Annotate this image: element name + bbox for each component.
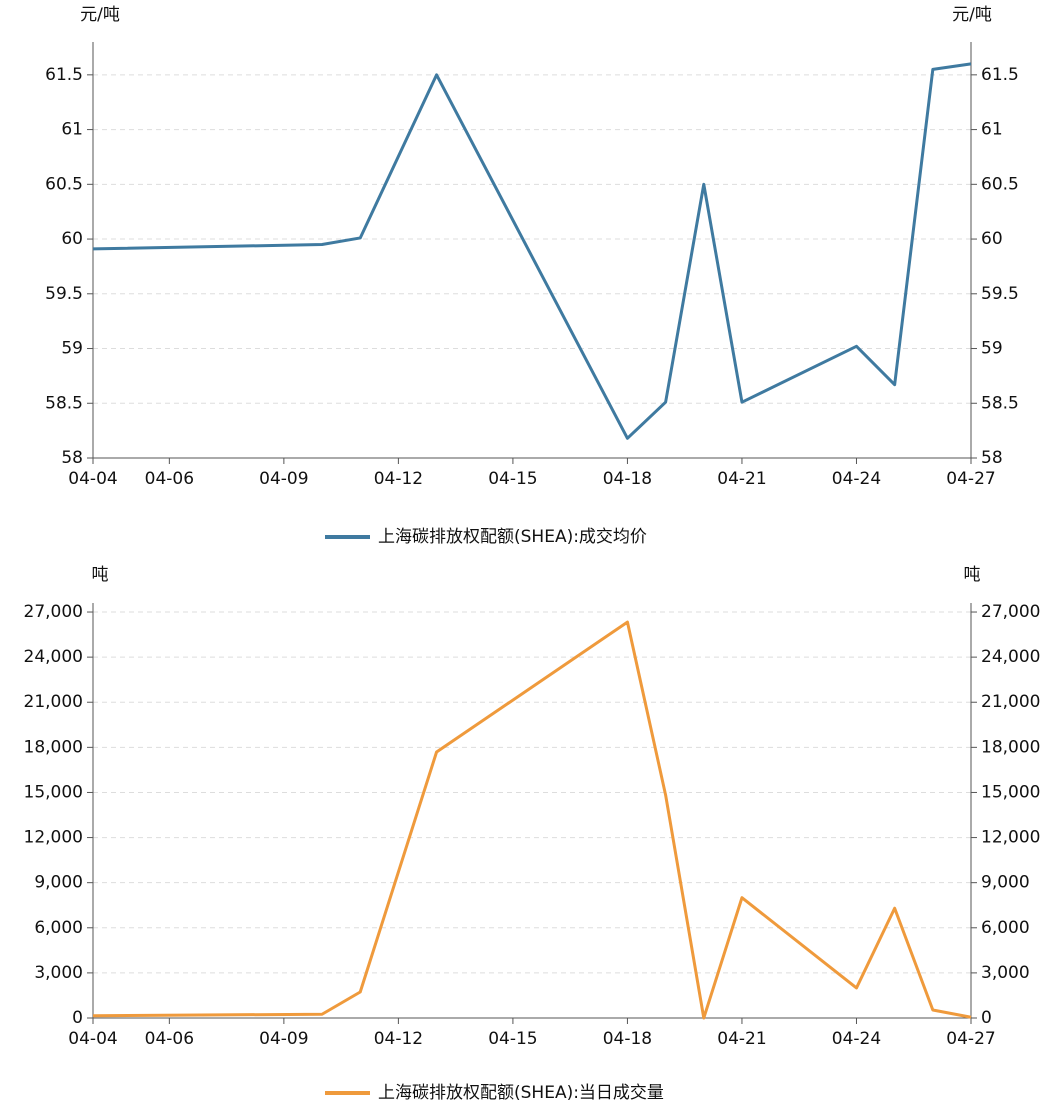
y-tick-label: 3,000: [34, 963, 83, 983]
x-tick-label: 04-12: [374, 1029, 423, 1049]
y-tick-label: 60: [61, 229, 83, 249]
y-tick-label: 27,000: [24, 602, 83, 622]
y2-tick-label: 59.5: [981, 284, 1019, 304]
y-tick-label: 60.5: [45, 174, 83, 194]
y-tick-label: 61.5: [45, 65, 83, 85]
y-tick-label: 15,000: [24, 782, 83, 802]
x-tick-label: 04-21: [717, 469, 766, 489]
x-tick-label: 04-04: [68, 1029, 117, 1049]
y-tick-label: 24,000: [24, 647, 83, 667]
y2-tick-label: 58.5: [981, 393, 1019, 413]
y-tick-label: 9,000: [34, 873, 83, 893]
x-tick-label: 04-04: [68, 469, 117, 489]
y-tick-label: 6,000: [34, 918, 83, 938]
y-axis-unit: 元/吨: [80, 5, 120, 25]
y-tick-label: 58.5: [45, 393, 83, 413]
y2-tick-label: 61: [981, 120, 1003, 140]
y2-tick-label: 60.5: [981, 174, 1019, 194]
legend-label: 上海碳排放权配额(SHEA):当日成交量: [378, 1083, 664, 1103]
y2-tick-label: 60: [981, 229, 1003, 249]
y-tick-label: 59.5: [45, 284, 83, 304]
x-tick-label: 04-06: [145, 1029, 194, 1049]
y2-tick-label: 18,000: [981, 737, 1040, 757]
y-tick-label: 59: [61, 339, 83, 359]
y-tick-label: 0: [72, 1008, 83, 1028]
line-series: [92, 62, 972, 440]
x-tick-label: 04-09: [259, 469, 308, 489]
y2-tick-label: 3,000: [981, 963, 1030, 983]
y2-tick-label: 27,000: [981, 602, 1040, 622]
x-tick-label: 04-18: [603, 1029, 652, 1049]
y-tick-label: 21,000: [24, 692, 83, 712]
x-tick-label: 04-27: [946, 1029, 995, 1049]
y-tick-label: 58: [61, 448, 83, 468]
line-series: [92, 620, 972, 1020]
x-tick-label: 04-24: [832, 469, 881, 489]
y2-tick-label: 6,000: [981, 918, 1030, 938]
y2-axis-unit: 吨: [964, 565, 981, 585]
x-tick-label: 04-27: [946, 469, 995, 489]
y-tick-label: 61: [61, 120, 83, 140]
x-tick-label: 04-06: [145, 469, 194, 489]
x-tick-label: 04-24: [832, 1029, 881, 1049]
legend-label: 上海碳排放权配额(SHEA):成交均价: [378, 527, 647, 547]
y2-tick-label: 0: [981, 1008, 992, 1028]
y2-tick-label: 21,000: [981, 692, 1040, 712]
y-tick-label: 18,000: [24, 737, 83, 757]
x-tick-label: 04-21: [717, 1029, 766, 1049]
y2-axis-unit: 元/吨: [952, 5, 992, 25]
x-tick-label: 04-15: [488, 1029, 537, 1049]
x-tick-label: 04-15: [488, 469, 537, 489]
x-tick-label: 04-18: [603, 469, 652, 489]
y2-tick-label: 15,000: [981, 782, 1040, 802]
y-tick-label: 12,000: [24, 828, 83, 848]
y2-tick-label: 58: [981, 448, 1003, 468]
y2-tick-label: 12,000: [981, 828, 1040, 848]
y2-tick-label: 61.5: [981, 65, 1019, 85]
y2-tick-label: 24,000: [981, 647, 1040, 667]
y2-tick-label: 9,000: [981, 873, 1030, 893]
y-axis-unit: 吨: [92, 565, 109, 585]
x-tick-label: 04-12: [374, 469, 423, 489]
y2-tick-label: 59: [981, 339, 1003, 359]
x-tick-label: 04-09: [259, 1029, 308, 1049]
